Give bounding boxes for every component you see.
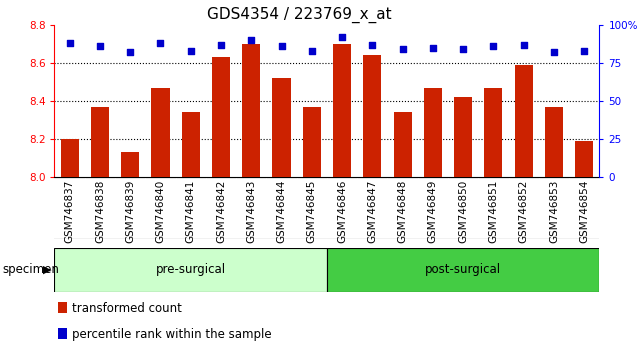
Point xyxy=(125,49,135,55)
Text: GSM746850: GSM746850 xyxy=(458,180,468,243)
Text: GSM746851: GSM746851 xyxy=(488,180,499,244)
Bar xyxy=(485,87,503,177)
Text: percentile rank within the sample: percentile rank within the sample xyxy=(72,327,271,341)
Text: GSM746852: GSM746852 xyxy=(519,180,529,244)
Point xyxy=(276,43,287,49)
Bar xyxy=(363,55,381,177)
Bar xyxy=(181,112,200,177)
Text: ▶: ▶ xyxy=(43,265,51,275)
Text: specimen: specimen xyxy=(2,263,59,276)
Text: GSM746844: GSM746844 xyxy=(276,180,287,244)
Point xyxy=(95,43,105,49)
Text: GSM746837: GSM746837 xyxy=(65,180,74,244)
Bar xyxy=(303,107,321,177)
Point xyxy=(337,34,347,40)
Point xyxy=(397,46,408,52)
Text: GSM746838: GSM746838 xyxy=(95,180,105,244)
Bar xyxy=(151,87,169,177)
Text: GSM746840: GSM746840 xyxy=(155,180,165,243)
Point xyxy=(216,42,226,47)
Text: GSM746848: GSM746848 xyxy=(397,180,408,244)
Bar xyxy=(58,328,67,339)
Text: GSM746849: GSM746849 xyxy=(428,180,438,244)
Bar xyxy=(515,65,533,177)
Point xyxy=(246,37,256,43)
Bar xyxy=(272,78,290,177)
Text: GSM746845: GSM746845 xyxy=(307,180,317,244)
Text: pre-surgical: pre-surgical xyxy=(156,263,226,276)
Point xyxy=(65,40,75,46)
Point xyxy=(458,46,469,52)
Text: GSM746839: GSM746839 xyxy=(125,180,135,244)
Point xyxy=(367,42,378,47)
Bar xyxy=(575,141,594,177)
Bar xyxy=(333,44,351,177)
Bar xyxy=(212,57,230,177)
Point xyxy=(579,48,589,53)
Bar xyxy=(394,112,412,177)
FancyBboxPatch shape xyxy=(327,248,599,292)
Text: GSM746854: GSM746854 xyxy=(579,180,589,244)
Point xyxy=(428,45,438,50)
Point xyxy=(488,43,499,49)
Bar xyxy=(60,139,79,177)
Text: GSM746841: GSM746841 xyxy=(186,180,196,244)
Text: post-surgical: post-surgical xyxy=(425,263,501,276)
Point xyxy=(306,48,317,53)
FancyBboxPatch shape xyxy=(54,248,327,292)
Point xyxy=(186,48,196,53)
Text: GSM746853: GSM746853 xyxy=(549,180,559,244)
Bar xyxy=(91,107,109,177)
Point xyxy=(155,40,165,46)
Text: transformed count: transformed count xyxy=(72,302,181,315)
Bar xyxy=(58,302,67,313)
Text: GSM746843: GSM746843 xyxy=(246,180,256,244)
Bar xyxy=(424,87,442,177)
Bar xyxy=(242,44,260,177)
Text: GSM746842: GSM746842 xyxy=(216,180,226,244)
Bar xyxy=(545,107,563,177)
Point xyxy=(549,49,559,55)
Point xyxy=(519,42,529,47)
Bar xyxy=(121,152,139,177)
Text: GSM746846: GSM746846 xyxy=(337,180,347,244)
Bar xyxy=(454,97,472,177)
Text: GSM746847: GSM746847 xyxy=(367,180,378,244)
Title: GDS4354 / 223769_x_at: GDS4354 / 223769_x_at xyxy=(207,7,392,23)
